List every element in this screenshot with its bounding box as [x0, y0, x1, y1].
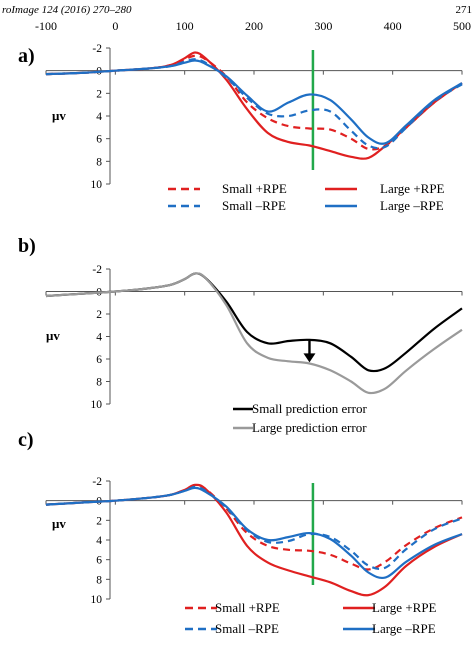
y-tick-label: 6: [96, 354, 102, 366]
y-tick-label: 10: [91, 594, 103, 606]
legend-label: Small +RPE: [222, 181, 287, 196]
y-tick-label: -2: [92, 43, 102, 55]
y-tick-label: 6: [96, 555, 102, 567]
panel-label: a): [18, 45, 35, 67]
y-axis-label: μv: [46, 328, 60, 343]
journal-running-header: roImage 124 (2016) 270–280: [2, 4, 132, 16]
y-axis-label: μv: [52, 108, 66, 123]
y-tick-label: 4: [96, 111, 102, 123]
legend-label: Small +RPE: [215, 600, 280, 615]
page-number: 271: [456, 4, 473, 16]
y-tick-label: 6: [96, 134, 102, 146]
series-line: [45, 59, 463, 145]
series-line: [45, 272, 463, 395]
arrow-head: [303, 353, 316, 363]
series-line: [45, 51, 463, 160]
y-tick-label: -2: [92, 476, 102, 488]
y-tick-label: 2: [96, 515, 102, 527]
legend-label: Large –RPE: [372, 621, 436, 636]
series-line: [45, 272, 463, 373]
legend: Small +RPE Large +RPE Small –RPE Large –RPE: [185, 600, 437, 636]
legend: Small +RPE Large +RPE Small –RPE Large –RPE: [168, 181, 445, 213]
x-tick-label: -100: [35, 19, 57, 33]
x-tick-label: 300: [314, 19, 332, 33]
series-line: [45, 486, 463, 579]
panel-label: c): [18, 429, 34, 451]
panel-label: b): [18, 235, 36, 257]
y-tick-label: 4: [96, 535, 102, 547]
series-line: [45, 485, 463, 570]
y-axis-label: μv: [52, 516, 66, 531]
x-tick-label: 0: [112, 19, 118, 33]
x-tick-label: 500: [453, 19, 471, 33]
x-tick-label: 200: [245, 19, 263, 33]
y-tick-label: 10: [91, 179, 103, 191]
y-tick-label: 8: [96, 574, 102, 586]
legend-label: Small –RPE: [215, 621, 279, 636]
series-line: [45, 58, 463, 150]
y-tick-label: 2: [96, 88, 102, 100]
y-tick-label: -2: [92, 264, 102, 276]
legend-label: Large +RPE: [372, 600, 437, 615]
y-tick-label: 8: [96, 156, 102, 168]
legend-label: Large –RPE: [380, 198, 444, 213]
y-tick-label: 4: [96, 332, 102, 344]
legend-label: Small prediction error: [252, 401, 367, 416]
x-tick-label: 400: [384, 19, 402, 33]
legend-label: Large prediction error: [252, 420, 367, 435]
legend-label: Small –RPE: [222, 198, 286, 213]
legend-label: Large +RPE: [380, 181, 445, 196]
y-tick-label: 10: [91, 399, 103, 411]
series-line: [45, 483, 463, 571]
y-tick-label: 2: [96, 309, 102, 321]
x-tick-label: 100: [176, 19, 194, 33]
legend: Small prediction error Large prediction e…: [233, 401, 367, 435]
y-tick-label: 8: [96, 377, 102, 389]
